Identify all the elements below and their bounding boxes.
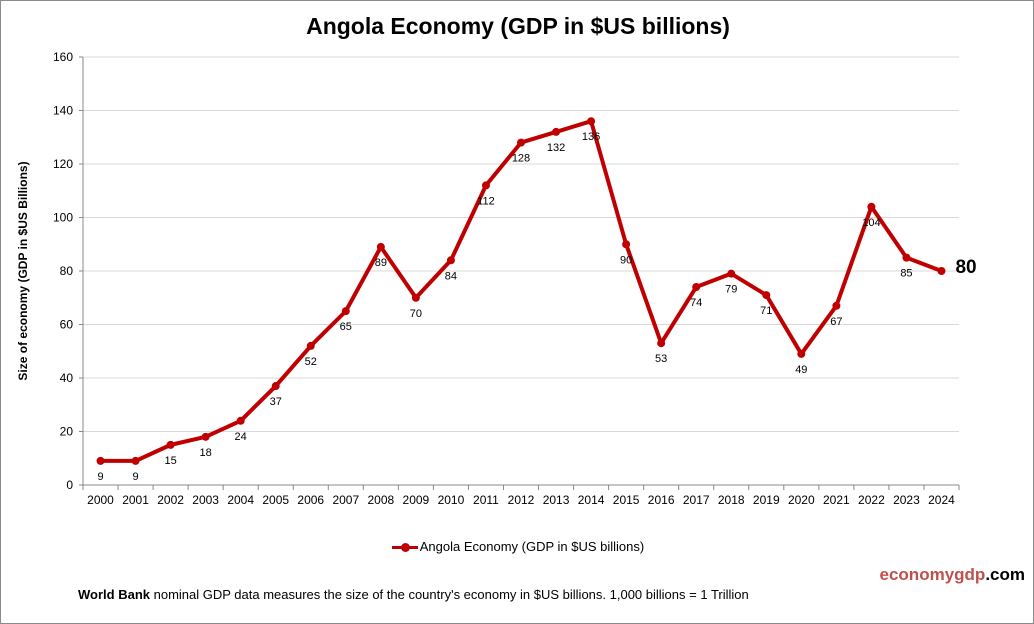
data-label: 71	[760, 305, 772, 317]
footnote: World Bank nominal GDP data measures the…	[78, 587, 749, 602]
x-tick-label: 2009	[403, 493, 430, 507]
data-point	[727, 269, 736, 278]
data-point	[517, 138, 525, 147]
data-label: 18	[200, 447, 212, 459]
data-label: 104	[862, 217, 880, 229]
x-tick-label: 2012	[508, 493, 535, 507]
y-tick-label: 0	[66, 478, 73, 492]
y-tick-label: 60	[60, 318, 74, 332]
x-tick-label: 2019	[753, 493, 780, 507]
x-tick-label: 2003	[192, 493, 219, 507]
data-label: 90	[620, 254, 632, 266]
data-label: 24	[235, 431, 247, 443]
brand-logo: economygdp.com	[879, 565, 1025, 584]
series-line	[100, 119, 943, 463]
data-label: 84	[445, 270, 457, 282]
data-label: 74	[690, 297, 702, 309]
line-chart: 0 20 40 60 80 100 120 140 160 2000 2001 2002 2003 200…	[16, 50, 977, 507]
data-label: 128	[512, 153, 530, 165]
data-label: 37	[270, 396, 282, 408]
y-tick-label: 20	[60, 425, 74, 439]
data-label: 52	[305, 356, 317, 368]
legend: Angola Economy (GDP in $US billions)	[1, 539, 1033, 554]
data-point	[587, 117, 596, 126]
data-label: 9	[97, 471, 103, 483]
y-tick-label: 40	[60, 371, 74, 385]
data-point	[832, 301, 841, 310]
x-tick-label: 2007	[332, 493, 359, 507]
data-point	[552, 127, 561, 136]
legend-swatch	[391, 543, 418, 553]
data-point	[236, 416, 245, 425]
x-tick-label: 2020	[788, 493, 815, 507]
y-tick-label: 140	[53, 104, 73, 118]
data-point	[411, 293, 420, 302]
data-label-latest: 80	[955, 257, 976, 278]
data-label: 67	[830, 316, 842, 328]
data-label: 136	[582, 131, 600, 143]
y-tick-label: 120	[53, 157, 73, 171]
data-label: 15	[164, 455, 176, 467]
data-label: 112	[477, 195, 495, 207]
x-tick-label: 2000	[87, 493, 114, 507]
x-tick-label: 2001	[122, 493, 149, 507]
x-tick-label: 2016	[648, 493, 675, 507]
x-tick-label: 2006	[297, 493, 324, 507]
x-tick-label: 2021	[823, 493, 850, 507]
data-point	[937, 267, 946, 275]
data-point	[797, 349, 806, 358]
data-label: 89	[375, 257, 387, 269]
y-tick-label: 80	[60, 264, 74, 278]
data-label: 70	[410, 308, 422, 320]
data-point	[96, 456, 105, 465]
x-tick-label: 2018	[718, 493, 745, 507]
data-point	[902, 253, 911, 262]
data-label: 85	[900, 268, 912, 280]
x-tick-label: 2004	[227, 493, 254, 507]
data-point	[271, 382, 280, 391]
x-tick-label: 2014	[578, 493, 605, 507]
x-tick-label: 2017	[683, 493, 710, 507]
data-point	[446, 256, 455, 265]
data-point	[341, 307, 350, 316]
y-tick-label: 160	[53, 50, 73, 64]
y-tick-label: 100	[53, 211, 73, 225]
data-point	[622, 240, 631, 249]
data-label: 49	[795, 364, 807, 376]
x-tick-label: 2013	[543, 493, 570, 507]
data-point	[201, 432, 210, 441]
x-tick-label: 2015	[613, 493, 640, 507]
data-point	[692, 283, 701, 292]
data-point	[131, 456, 140, 465]
y-axis-label: Size of economy (GDP in $US Billions)	[16, 161, 30, 380]
x-tick-label: 2022	[858, 493, 885, 507]
data-label: 9	[132, 471, 138, 483]
data-label: 53	[655, 353, 667, 365]
data-point	[867, 202, 876, 211]
data-label: 79	[725, 284, 737, 296]
chart-title: Angola Economy (GDP in $US billions)	[306, 13, 730, 39]
x-tick-label: 2011	[473, 493, 499, 507]
x-tick-label: 2008	[367, 493, 394, 507]
data-point	[376, 242, 385, 251]
x-tick-label: 2002	[157, 493, 184, 507]
x-tick-label: 2005	[262, 493, 289, 507]
x-tick-label: 2024	[928, 493, 955, 507]
x-tick-label: 2023	[893, 493, 920, 507]
data-point	[657, 339, 666, 348]
legend-label: Angola Economy (GDP in $US billions)	[419, 539, 645, 554]
data-point	[306, 341, 315, 350]
data-point	[481, 181, 490, 190]
data-label: 132	[547, 142, 565, 154]
data-label: 65	[340, 321, 352, 333]
data-point	[762, 291, 771, 300]
data-point	[166, 440, 175, 449]
x-tick-label: 2010	[438, 493, 465, 507]
